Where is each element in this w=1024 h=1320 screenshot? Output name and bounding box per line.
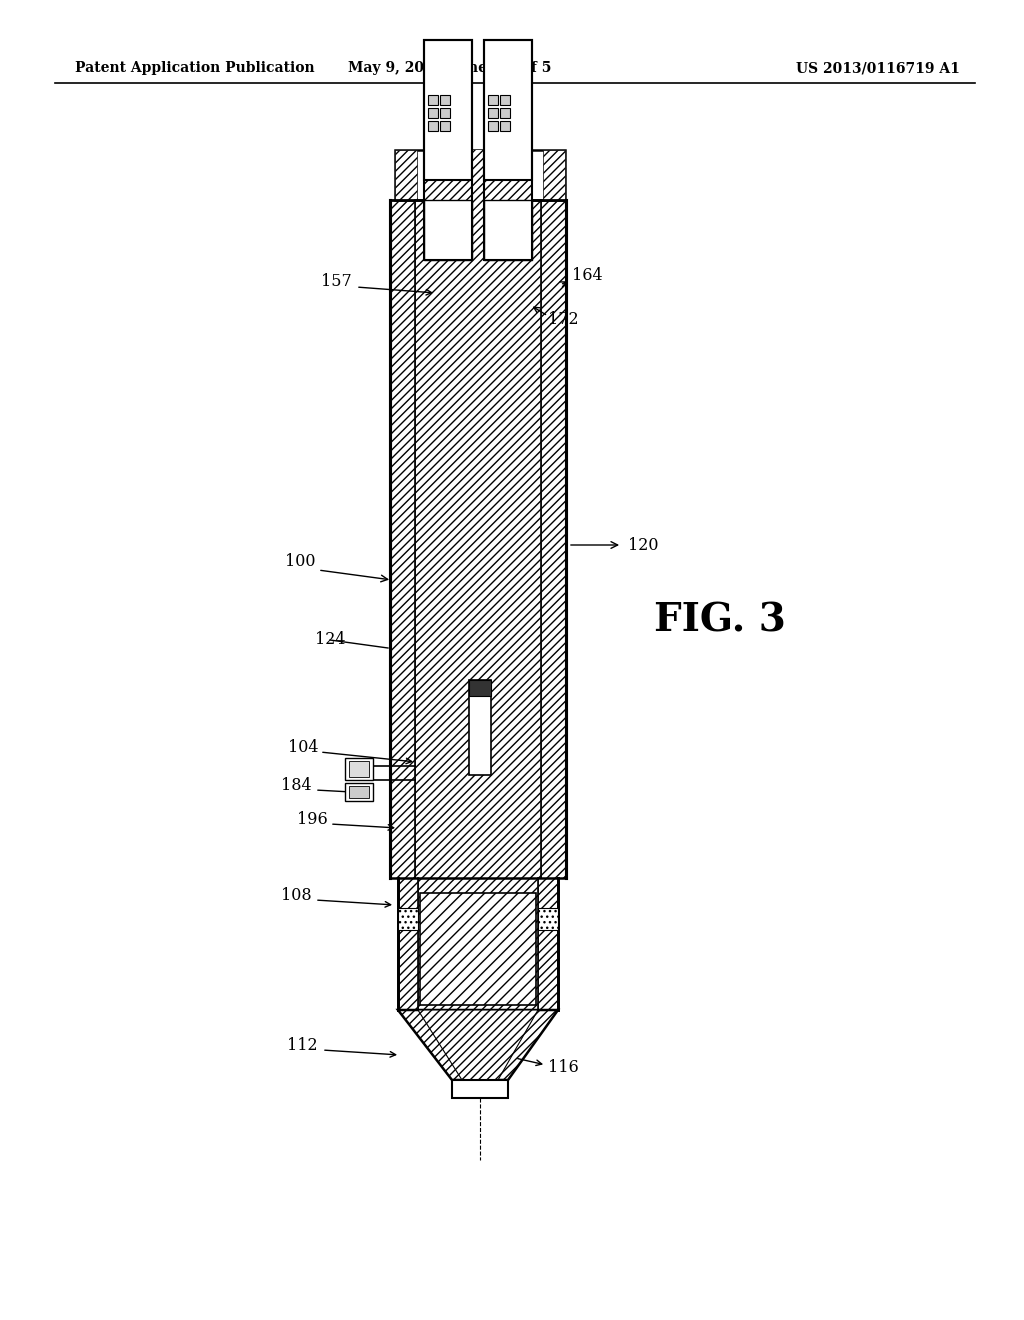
Text: 196: 196 <box>297 812 328 829</box>
Bar <box>424 95 472 180</box>
Bar <box>538 878 558 1010</box>
Polygon shape <box>398 1010 558 1080</box>
Bar <box>500 121 510 131</box>
Bar <box>345 758 373 780</box>
Bar <box>488 95 498 106</box>
Bar <box>541 201 566 878</box>
Bar <box>484 95 532 180</box>
Bar <box>440 108 450 117</box>
Bar <box>415 201 541 878</box>
Bar <box>543 150 565 201</box>
Bar <box>484 40 532 180</box>
Text: 100: 100 <box>285 553 315 570</box>
Text: 172: 172 <box>548 312 579 329</box>
Text: Patent Application Publication: Patent Application Publication <box>75 61 314 75</box>
Bar <box>349 762 369 777</box>
Bar <box>398 878 418 1010</box>
Bar <box>484 201 532 260</box>
Text: 116: 116 <box>548 1060 579 1077</box>
Text: 157: 157 <box>322 273 352 290</box>
Text: May 9, 2013   Sheet 3 of 5: May 9, 2013 Sheet 3 of 5 <box>348 61 552 75</box>
Text: 124: 124 <box>314 631 345 648</box>
Bar <box>428 95 438 106</box>
Bar <box>488 108 498 117</box>
Bar <box>424 40 472 260</box>
Text: 184: 184 <box>282 776 312 793</box>
Bar <box>424 40 472 180</box>
Text: 112: 112 <box>288 1036 318 1053</box>
Bar <box>452 1080 508 1098</box>
Bar <box>469 680 490 775</box>
Bar <box>424 201 472 260</box>
Bar <box>395 150 565 201</box>
Bar <box>395 150 417 201</box>
Bar <box>500 108 510 117</box>
Bar <box>428 121 438 131</box>
Bar <box>398 908 418 931</box>
Bar <box>420 894 536 1005</box>
Bar <box>349 785 369 799</box>
Bar <box>440 121 450 131</box>
Polygon shape <box>418 1010 538 1080</box>
Bar <box>440 95 450 106</box>
Text: 108: 108 <box>282 887 312 903</box>
Text: 164: 164 <box>572 267 603 284</box>
Bar <box>390 201 415 878</box>
Text: 120: 120 <box>628 536 658 553</box>
Bar <box>488 121 498 131</box>
Bar <box>484 40 532 260</box>
Bar <box>428 108 438 117</box>
Bar <box>345 783 373 801</box>
Bar <box>538 908 558 931</box>
Text: FIG. 3: FIG. 3 <box>654 601 786 639</box>
Bar <box>415 201 541 878</box>
Bar <box>500 95 510 106</box>
Bar <box>418 878 538 1010</box>
Text: 104: 104 <box>288 739 318 756</box>
Text: US 2013/0116719 A1: US 2013/0116719 A1 <box>796 61 961 75</box>
Bar <box>469 680 490 696</box>
Bar <box>424 150 532 260</box>
